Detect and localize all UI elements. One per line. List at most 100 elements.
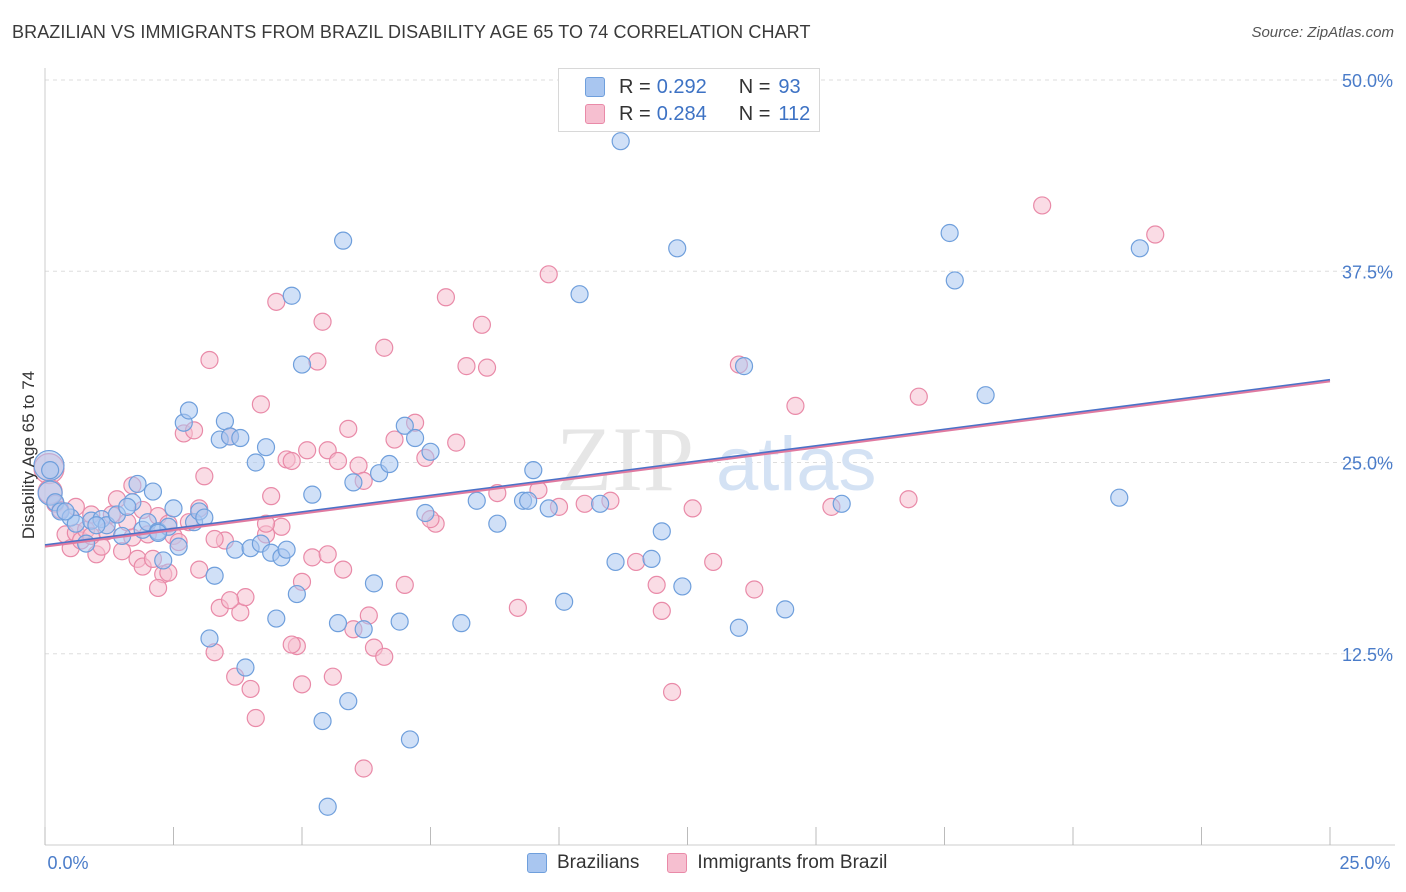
brazilian-point bbox=[976, 386, 995, 405]
correlation-legend: R = 0.292 N = 93 R = 0.284 N = 112 bbox=[558, 68, 820, 132]
brazilian-point bbox=[56, 502, 75, 521]
brazilian-point bbox=[452, 614, 471, 633]
brazilian-point bbox=[328, 614, 348, 633]
brazilian-point bbox=[318, 797, 337, 816]
legend-r-value: 0.292 bbox=[656, 75, 707, 98]
brazilian-point bbox=[354, 620, 373, 639]
legend-row-brazilians: R = 0.292 N = 93 bbox=[585, 74, 801, 100]
immigrant-point bbox=[251, 395, 270, 414]
immigrant-point bbox=[205, 529, 224, 549]
legend-n-value: 93 bbox=[778, 75, 801, 98]
brazilian-point bbox=[400, 730, 420, 749]
immigrant-point bbox=[282, 451, 301, 471]
brazilian-point bbox=[776, 600, 795, 619]
series-legend: Brazilians Immigrants from Brazil bbox=[527, 852, 915, 874]
brazilian-point bbox=[226, 540, 245, 559]
immigrant-point bbox=[477, 358, 497, 377]
brazilian-point bbox=[364, 574, 384, 593]
immigrant-point bbox=[395, 575, 414, 595]
immigrant-point bbox=[909, 387, 928, 406]
immigrant-point bbox=[375, 338, 394, 357]
brazilian-point bbox=[236, 658, 255, 677]
x-tick-label-min: 0.0% bbox=[47, 853, 88, 873]
brazilian-point bbox=[287, 584, 306, 604]
immigrant-point bbox=[200, 350, 219, 370]
immigrant-point bbox=[241, 679, 260, 699]
watermark-atlas: atlas bbox=[716, 422, 877, 507]
immigrant-point bbox=[647, 575, 666, 595]
legend-n-value: 112 bbox=[778, 102, 811, 125]
brazilian-point bbox=[246, 453, 265, 472]
axes bbox=[44, 68, 1395, 846]
brazilian-point bbox=[41, 461, 60, 480]
legend-r-label: R = bbox=[619, 75, 651, 98]
immigrant-point bbox=[282, 635, 301, 654]
brazilian-point bbox=[488, 514, 507, 533]
legend-swatch-pink bbox=[667, 853, 688, 873]
immigrant-point bbox=[899, 490, 918, 509]
brazilian-point bbox=[668, 239, 687, 258]
brazilian-point bbox=[303, 485, 322, 504]
immigrant-point bbox=[292, 675, 312, 694]
brazilian-point bbox=[421, 442, 440, 461]
immigrant-point bbox=[349, 456, 368, 475]
brazilian-point bbox=[256, 438, 276, 457]
brazilian-point bbox=[334, 231, 353, 250]
brazilian-point bbox=[467, 491, 486, 510]
immigrant-point bbox=[246, 708, 265, 728]
legend-swatch-pink bbox=[585, 104, 605, 124]
brazilian-point bbox=[642, 549, 661, 568]
brazilian-point bbox=[200, 629, 219, 648]
legend-r-label: R = bbox=[619, 102, 651, 125]
immigrant-point bbox=[190, 560, 209, 579]
immigrant-point bbox=[652, 601, 671, 621]
y-tick-label: 50.0% bbox=[1342, 71, 1393, 91]
trend-line-immigrants bbox=[44, 380, 1331, 548]
brazilian-point bbox=[143, 482, 163, 501]
brazilian-point bbox=[380, 454, 399, 474]
immigrant-point bbox=[339, 419, 358, 438]
brazilian-point bbox=[277, 540, 296, 559]
immigrant-point bbox=[148, 578, 168, 598]
brazilian-point bbox=[154, 551, 173, 570]
brazilian-point bbox=[215, 412, 234, 431]
brazilian-point bbox=[390, 612, 409, 631]
legend-item-brazilians[interactable]: Brazilians bbox=[527, 852, 639, 874]
immigrant-point bbox=[683, 499, 702, 518]
brazilian-point bbox=[344, 473, 363, 492]
immigrant-point bbox=[539, 265, 558, 284]
y-tick-label: 12.5% bbox=[1342, 645, 1393, 665]
brazilian-point bbox=[519, 491, 538, 510]
immigrant-point bbox=[662, 682, 682, 702]
immigrant-point bbox=[1146, 225, 1165, 244]
immigrant-point bbox=[436, 288, 456, 307]
legend-n-label: N = bbox=[738, 75, 771, 98]
brazilian-point bbox=[87, 516, 106, 535]
brazilian-point bbox=[555, 592, 574, 611]
chart-title: BRAZILIAN VS IMMIGRANTS FROM BRAZIL DISA… bbox=[12, 22, 811, 42]
brazilian-point bbox=[606, 552, 625, 572]
immigrant-point bbox=[447, 433, 466, 452]
brazilian-point bbox=[405, 428, 425, 448]
immigrant-point bbox=[220, 591, 240, 610]
immigrant-point bbox=[262, 487, 281, 506]
immigrant-point bbox=[508, 598, 527, 617]
immigrant-point bbox=[236, 588, 255, 607]
watermark-zip: ZIP bbox=[556, 408, 694, 510]
trend-line-brazilians bbox=[44, 378, 1331, 547]
brazilian-point bbox=[416, 503, 435, 523]
brazilian-point bbox=[128, 474, 147, 494]
tick-labels: 12.5% 25.0% 37.5% 50.0% 0.0% 25.0% bbox=[47, 71, 1393, 873]
immigrant-point bbox=[575, 494, 594, 513]
legend-r-value: 0.284 bbox=[656, 102, 707, 125]
brazilian-point bbox=[729, 618, 749, 637]
immigrant-point bbox=[472, 315, 491, 334]
legend-swatch-blue bbox=[585, 77, 605, 97]
immigrant-point bbox=[303, 548, 322, 567]
x-tick-label-max: 25.0% bbox=[1339, 853, 1390, 873]
brazilian-point bbox=[313, 711, 332, 731]
immigrant-point bbox=[308, 352, 327, 371]
legend-item-immigrants[interactable]: Immigrants from Brazil bbox=[667, 852, 887, 874]
legend-row-immigrants: R = 0.284 N = 112 bbox=[585, 101, 810, 127]
immigrant-point bbox=[267, 292, 286, 311]
